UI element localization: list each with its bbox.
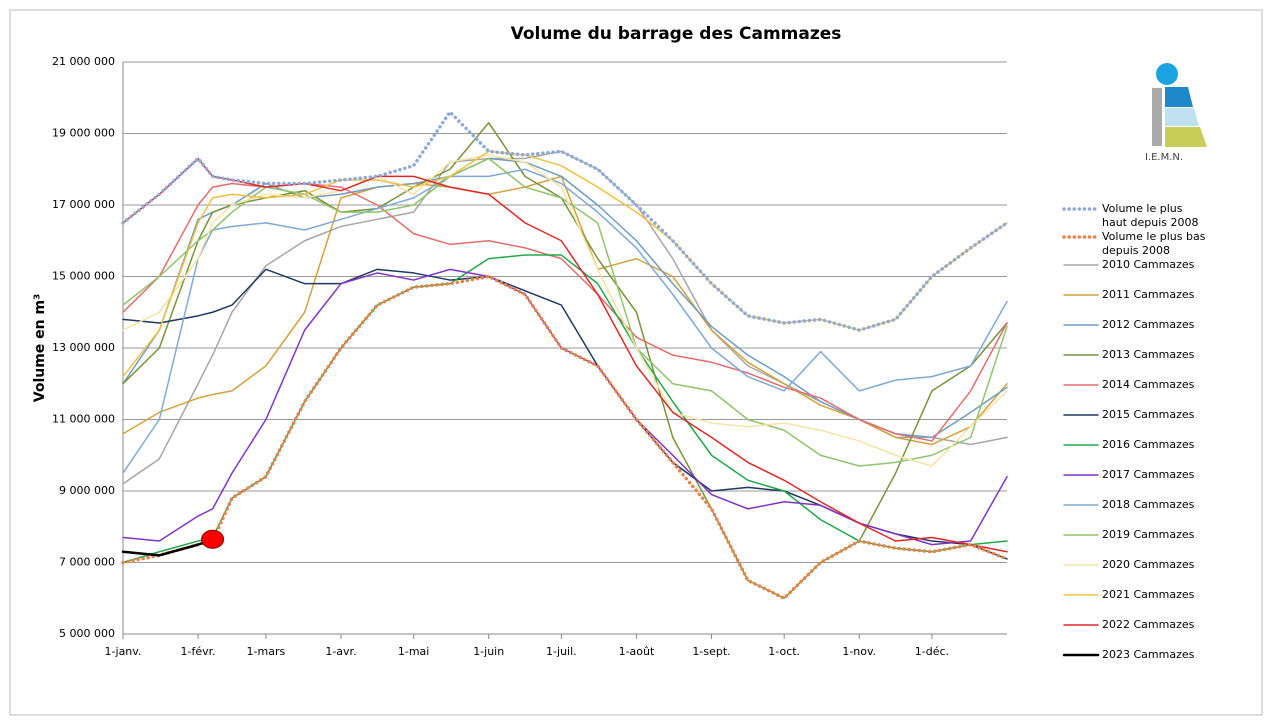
- series-line: [122, 268, 1008, 560]
- legend-label: 2023 Cammazes: [1102, 648, 1195, 661]
- legend-label: 2022 Cammazes: [1102, 618, 1195, 631]
- x-tick-label: 1-oct.: [768, 645, 800, 658]
- series-line: [122, 254, 1008, 564]
- series-line: [121, 538, 214, 557]
- legend-swatch: [1062, 235, 1100, 239]
- legend-swatch: [1063, 324, 1099, 326]
- chart-border: [9, 9, 1263, 716]
- legend-item: 2021 Cammazes: [1060, 588, 1207, 602]
- y-tick-label: 11 000 000: [52, 413, 115, 426]
- logo-text: I.E.M.N.: [1145, 152, 1183, 163]
- legend-swatch: [1062, 207, 1100, 211]
- legend-swatch: [1063, 474, 1099, 476]
- series-line: [122, 182, 1008, 442]
- x-tick-label: 1-nov.: [842, 645, 876, 658]
- y-tick-label: 13 000 000: [52, 341, 115, 354]
- legend-label: 2021 Cammazes: [1102, 588, 1195, 601]
- legend-label: 2014 Cammazes: [1102, 378, 1195, 391]
- legend-label: 2016 Cammazes: [1102, 438, 1195, 451]
- legend-item: 2017 Cammazes: [1060, 468, 1207, 482]
- series-line: [121, 110, 1009, 332]
- legend-item: 2015 Cammazes: [1060, 408, 1207, 422]
- legend-item: 2023 Cammazes: [1060, 648, 1207, 662]
- x-tick-label: 1-janv.: [105, 645, 142, 658]
- legend-item: 2022 Cammazes: [1060, 618, 1207, 632]
- y-tick-label: 21 000 000: [52, 55, 115, 68]
- legend-swatch: [1063, 594, 1099, 596]
- x-tick-label: 1-août: [619, 645, 655, 658]
- legend-swatch: [1063, 414, 1099, 416]
- legend-swatch: [1063, 564, 1099, 566]
- legend-label: 2018 Cammazes: [1102, 498, 1195, 511]
- legend-swatch: [1063, 354, 1099, 356]
- legend-label: 2012 Cammazes: [1102, 318, 1195, 331]
- y-tick-label: 15 000 000: [52, 270, 115, 283]
- legend-item: 2016 Cammazes: [1060, 438, 1207, 452]
- series-line: [122, 154, 1008, 467]
- x-tick-label: 1-mars: [247, 645, 286, 658]
- legend-item: Volume le plus haut depuis 2008: [1060, 202, 1207, 230]
- legend-swatch: [1063, 384, 1099, 386]
- legend-item: 2010 Cammazes: [1060, 258, 1207, 272]
- legend-label: 2015 Cammazes: [1102, 408, 1195, 421]
- logo: I.E.M.N.: [1145, 63, 1207, 163]
- y-tick-label: 19 000 000: [52, 127, 115, 140]
- legend-swatch: [1062, 653, 1100, 657]
- legend-item: 2019 Cammazes: [1060, 528, 1207, 542]
- legend-item: 2012 Cammazes: [1060, 318, 1207, 332]
- x-tick-label: 1-avr.: [325, 645, 356, 658]
- legend-swatch: [1063, 504, 1099, 506]
- legend-item: 2020 Cammazes: [1060, 558, 1207, 572]
- x-tick-label: 1-mai: [398, 645, 429, 658]
- legend-label: 2017 Cammazes: [1102, 468, 1195, 481]
- legend-swatch: [1063, 624, 1099, 626]
- legend-label: 2011 Cammazes: [1102, 288, 1195, 301]
- x-tick-label: 1-juin: [473, 645, 504, 658]
- y-tick-label: 17 000 000: [52, 198, 115, 211]
- y-tick-label: 5 000 000: [59, 627, 115, 640]
- x-tick-label: 1-févr.: [181, 645, 216, 658]
- y-axis-label: Volume en m³: [32, 294, 48, 402]
- legend-label: 2010 Cammazes: [1102, 258, 1195, 271]
- legend-label: 2013 Cammazes: [1102, 348, 1195, 361]
- legend-swatch: [1063, 444, 1099, 446]
- last-point-marker: [201, 529, 225, 549]
- chart-title: Volume du barrage des Cammazes: [511, 24, 842, 44]
- legend-swatch: [1063, 534, 1099, 536]
- y-tick-label: 9 000 000: [59, 484, 115, 497]
- legend-label: Volume le plus bas depuis 2008: [1102, 230, 1206, 257]
- legend-item: 2013 Cammazes: [1060, 348, 1207, 362]
- legend-item: 2011 Cammazes: [1060, 288, 1207, 302]
- x-tick-label: 1-sept.: [692, 645, 730, 658]
- legend-label: Volume le plus haut depuis 2008: [1102, 202, 1199, 229]
- x-tick-label: 1-juil.: [546, 645, 577, 658]
- legend-swatch: [1063, 294, 1099, 296]
- series-line: [122, 157, 1008, 467]
- legend-item: Volume le plus bas depuis 2008: [1060, 230, 1207, 258]
- x-tick-label: 1-déc.: [915, 645, 949, 658]
- y-tick-label: 7 000 000: [59, 556, 115, 569]
- legend-item: 2018 Cammazes: [1060, 498, 1207, 512]
- legend-label: 2019 Cammazes: [1102, 528, 1195, 541]
- legend-item: 2014 Cammazes: [1060, 378, 1207, 392]
- series-line: [122, 168, 1008, 474]
- series-line: [122, 157, 1008, 553]
- legend-swatch: [1063, 264, 1099, 266]
- legend-label: 2020 Cammazes: [1102, 558, 1195, 571]
